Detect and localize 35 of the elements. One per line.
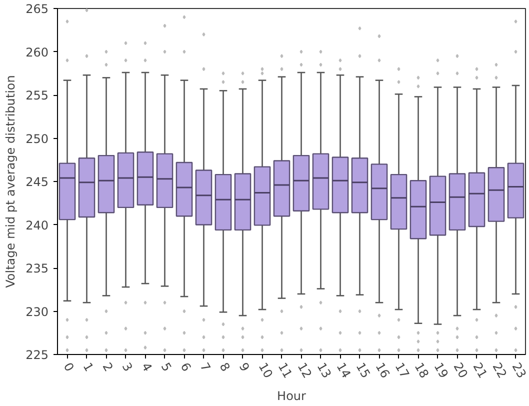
x-tick-label: 11 bbox=[275, 360, 296, 380]
x-tick-label: 19 bbox=[431, 360, 452, 380]
x-tick-label: 9 bbox=[236, 360, 252, 374]
x-tick-label: 15 bbox=[353, 360, 374, 380]
x-tick-label: 16 bbox=[372, 360, 393, 380]
x-tick-label: 12 bbox=[294, 360, 315, 380]
y-tick-label: 230 bbox=[26, 304, 48, 319]
y-tick-label: 235 bbox=[26, 262, 48, 276]
x-tick-label: 6 bbox=[178, 360, 194, 374]
x-tick-label: 8 bbox=[216, 360, 233, 374]
x-tick-label: 13 bbox=[314, 360, 334, 380]
y-tick-label: 260 bbox=[26, 45, 48, 60]
x-axis-title: Hour bbox=[277, 389, 306, 404]
x-tick-label: 4 bbox=[138, 360, 155, 374]
x-tick-label: 22 bbox=[490, 360, 510, 380]
x-tick-label: 7 bbox=[197, 360, 214, 374]
x-tick-label: 3 bbox=[119, 360, 136, 374]
x-tick-label: 21 bbox=[470, 360, 490, 380]
y-tick-label: 250 bbox=[26, 132, 48, 146]
x-tick-label: 10 bbox=[256, 360, 276, 380]
x-tick-label: 23 bbox=[509, 360, 529, 380]
y-tick-label: 225 bbox=[26, 348, 48, 362]
x-tick-label: 0 bbox=[60, 360, 77, 374]
x-tick-label: 18 bbox=[412, 360, 432, 380]
y-tick-label: 265 bbox=[26, 2, 48, 16]
x-tick-label: 2 bbox=[100, 360, 116, 374]
x-tick-label: 20 bbox=[450, 360, 471, 380]
y-axis-title: Voltage mid pt average distribution bbox=[4, 75, 18, 288]
y-tick-label: 245 bbox=[26, 175, 48, 189]
x-tick-label: 5 bbox=[158, 360, 174, 374]
y-tick-label: 240 bbox=[26, 218, 48, 232]
x-tick-label: 14 bbox=[334, 360, 354, 380]
y-tick-label: 255 bbox=[26, 88, 48, 102]
x-tick-label: 1 bbox=[80, 360, 96, 374]
x-tick-label: 17 bbox=[392, 360, 412, 380]
